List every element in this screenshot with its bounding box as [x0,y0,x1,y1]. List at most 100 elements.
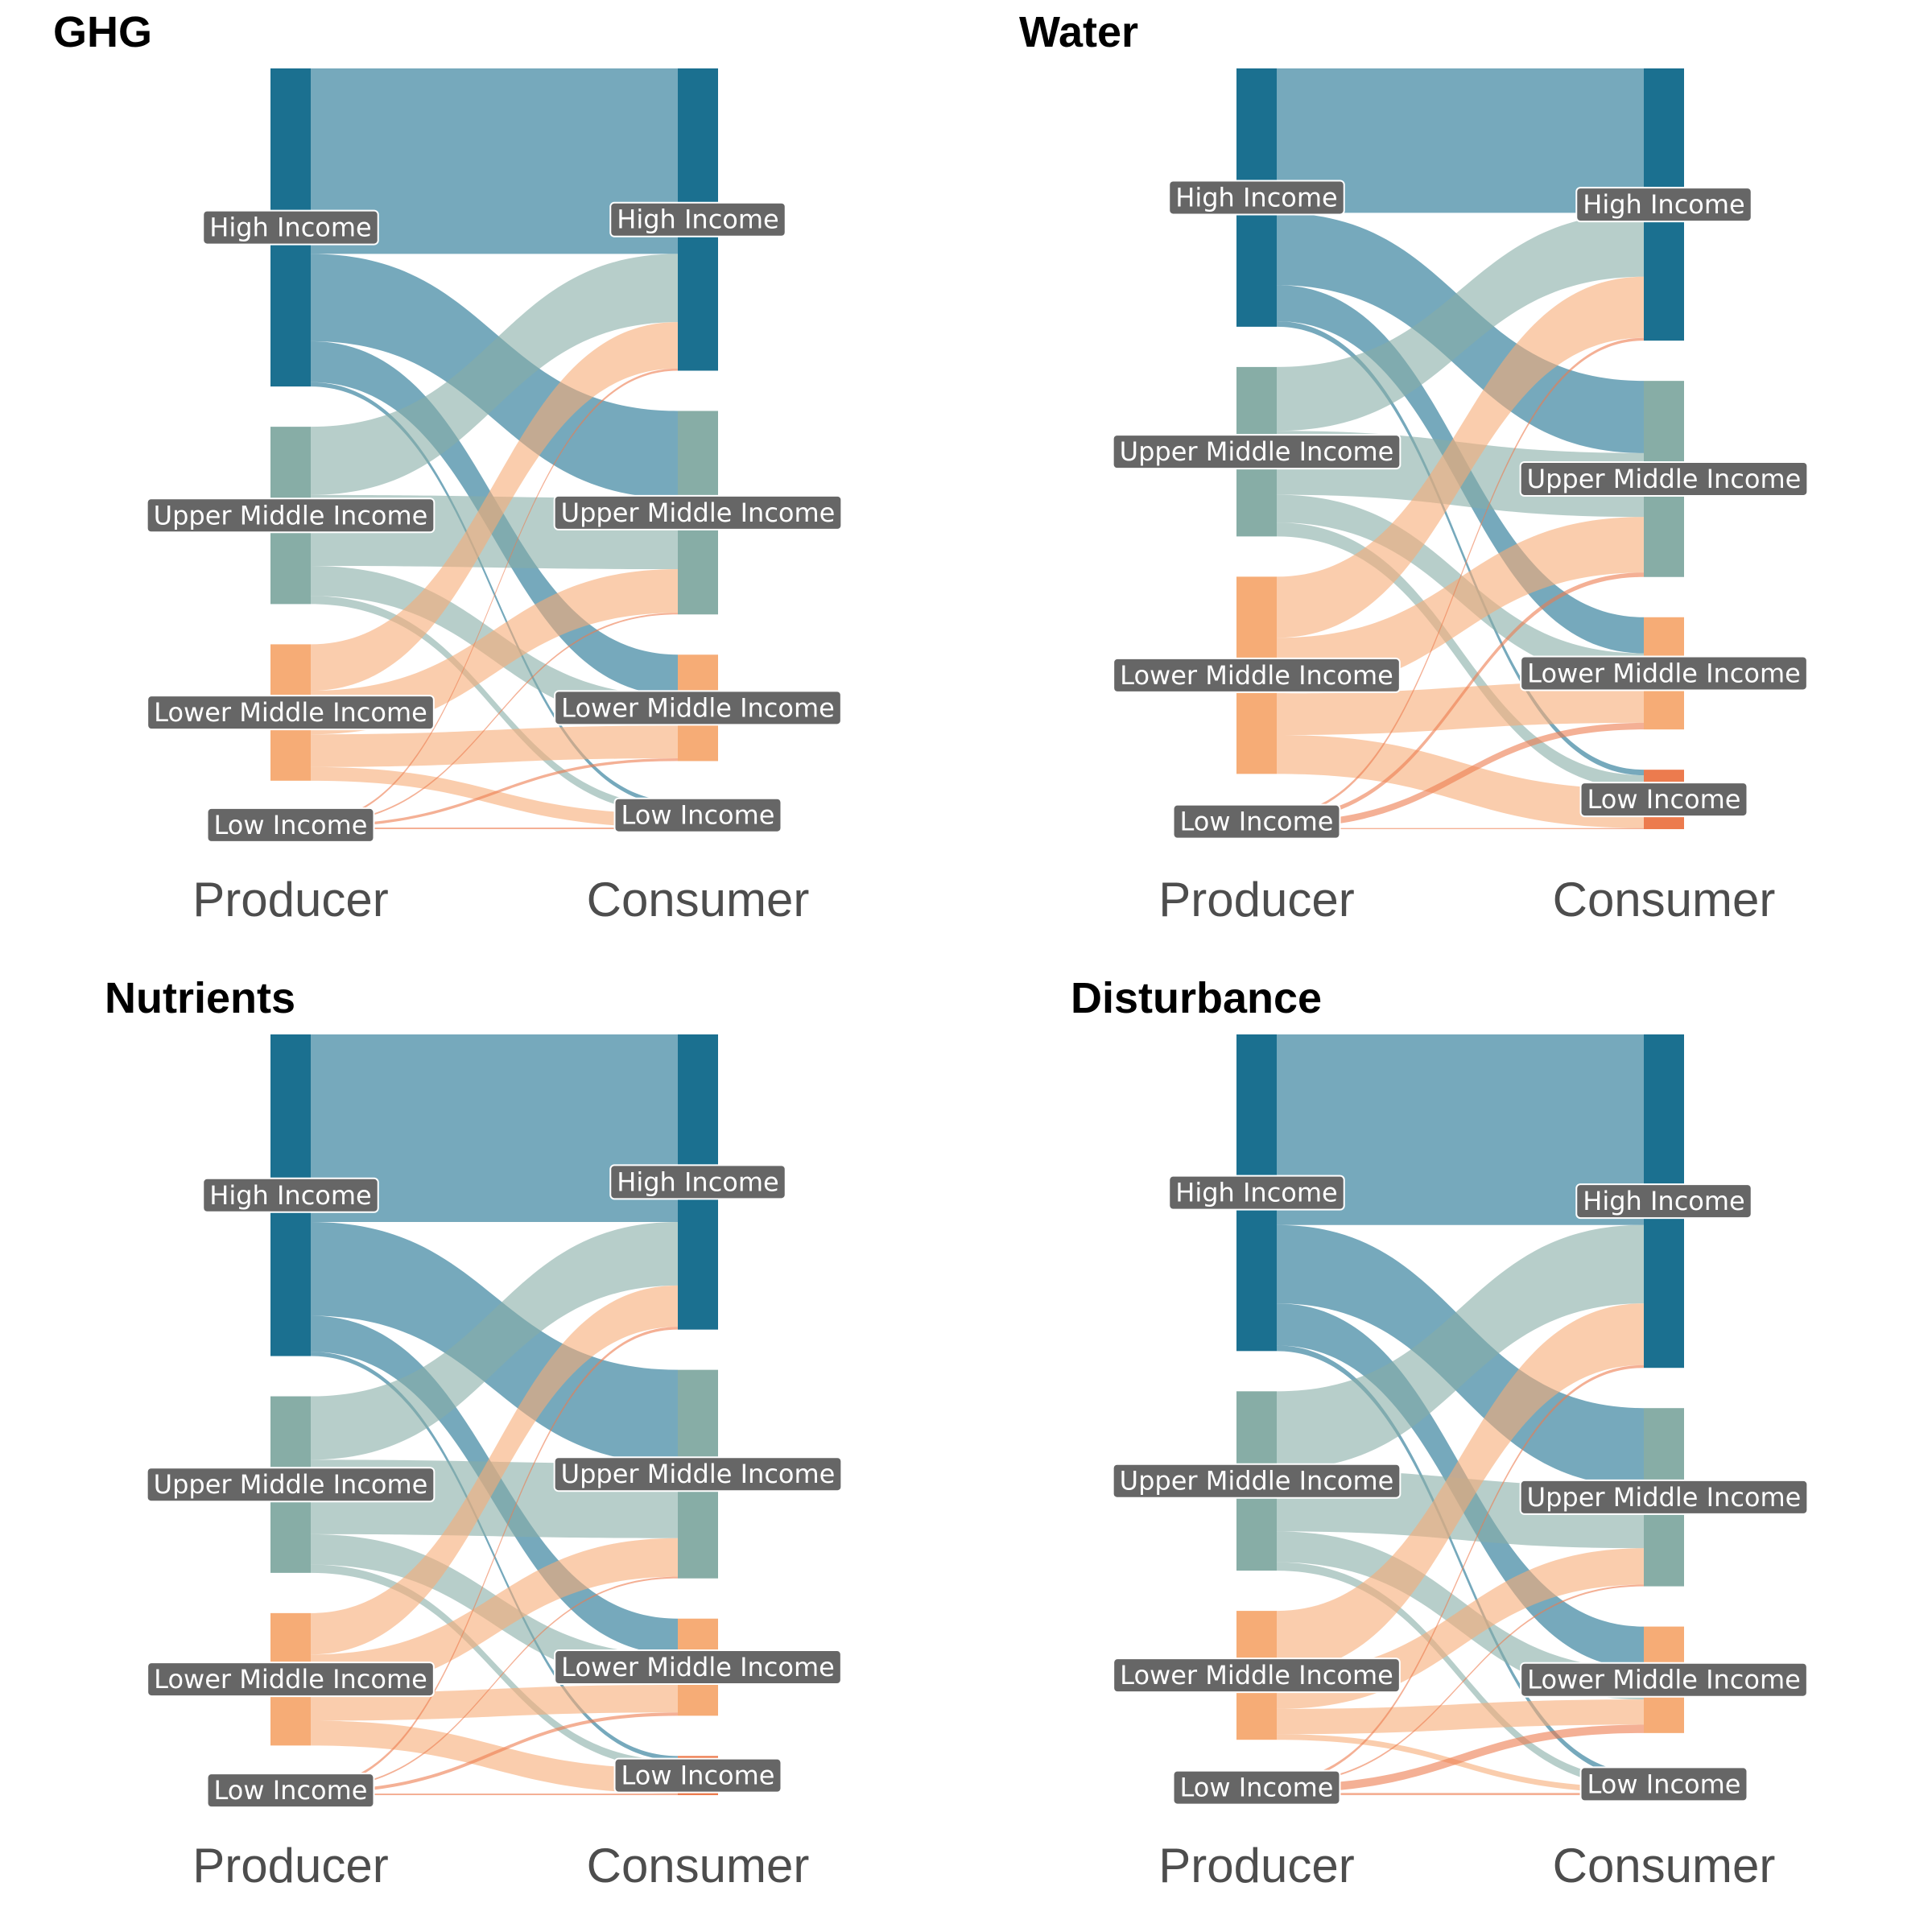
consumer-label-high-income-text: High Income [617,204,778,235]
panel-title: Water [1019,8,1138,56]
panel-nutrients: High Income High Income Upper Middle Incom… [0,966,966,1932]
flow-low-income-to-high-income [1277,337,1644,817]
flow-low-income-to-upper-middle-income [1277,572,1644,822]
producer-label-lower-middle-income: Lower Middle Income [147,1662,435,1698]
flow-low-income-to-upper-middle-income [311,613,678,825]
producer-label-lower-middle-income-text: Lower Middle Income [1120,1660,1393,1690]
consumer-label-low-income-text: Low Income [1587,784,1741,815]
sankey-svg-water: High Income High Income Upper Middle Incom… [1019,8,1809,927]
producer-label-low-income-text: Low Income [214,810,368,840]
producer-label-high-income-box [202,1177,379,1213]
consumer-label-low-income: Low Income [613,797,782,833]
producer-label-lower-middle-income-text: Lower Middle Income [1120,660,1393,691]
flow-lower-middle-income-to-low-income [311,766,678,828]
producer-label-low-income-box [206,807,375,843]
consumer-label-upper-middle-income-box [1519,460,1809,497]
producer-label-high-income-text: High Income [1175,182,1337,213]
producer-label-high-income-text: High Income [1175,1178,1337,1208]
producer-label-lower-middle-income: Lower Middle Income [147,695,435,731]
consumer-label-lower-middle-income-box [554,690,842,726]
producer-label-upper-middle-income-text: Upper Middle Income [154,500,428,530]
producer-label-upper-middle-income-box [146,497,436,534]
producer-label-high-income: High Income [202,1177,379,1213]
producer-label-low-income-box [1172,1769,1341,1806]
flow-low-income-to-high-income [311,368,678,824]
producer-label-lower-middle-income: Lower Middle Income [1113,657,1401,693]
producer-label-lower-middle-income-box [1113,657,1401,693]
producer-label-high-income: High Income [1168,180,1345,216]
flow-low-income-to-high-income [311,1327,678,1789]
producer-label-lower-middle-income: Lower Middle Income [1113,1657,1401,1694]
flow-upper-middle-income-to-low-income [311,596,678,815]
consumer-label-upper-middle-income: Upper Middle Income [553,494,843,530]
consumer-label-high-income-box [609,1164,786,1200]
producer-label-low-income-box [1172,803,1341,840]
producer-label-upper-middle-income-box [146,1467,436,1503]
consumer-label-high-income: High Income [1575,187,1752,223]
flow-low-income-to-high-income [1277,1364,1644,1783]
flow-high-income-to-high-income [1277,1034,1644,1225]
flow-high-income-to-low-income [1277,1345,1644,1779]
panel-title: Nutrients [105,974,295,1022]
flow-upper-middle-income-to-high-income [311,1222,678,1460]
consumer-label-low-income-box [613,1757,782,1794]
producer-label-upper-middle-income-text: Upper Middle Income [154,1469,428,1500]
flow-low-income-to-upper-middle-income [311,1576,678,1790]
flow-low-income-to-low-income [311,827,678,829]
panel-ghg: High Income High Income Upper Middle Incom… [0,0,966,966]
producer-label-low-income: Low Income [206,807,375,843]
producer-label-upper-middle-income-text: Upper Middle Income [1120,436,1394,467]
producer-label-upper-middle-income-box [1112,1463,1402,1499]
consumer-label-low-income-box [613,797,782,833]
consumer-label-high-income-box [1575,187,1752,223]
producer-label-upper-middle-income-box [1112,434,1402,470]
flow-lower-middle-income-to-high-income [311,1285,678,1655]
flow-high-income-to-low-income [311,382,678,806]
producer-label-high-income-box [1168,180,1345,216]
consumer-label-lower-middle-income-text: Lower Middle Income [1527,1665,1801,1695]
flow-low-income-to-low-income [1277,1793,1644,1795]
sankey-svg-disturbance: High Income High Income Upper Middle Incom… [1071,974,1809,1893]
flow-lower-middle-income-to-lower-middle-income [1277,681,1644,736]
consumer-label-upper-middle-income-box [1519,1479,1809,1515]
flow-upper-middle-income-to-low-income [1277,522,1644,790]
flow-lower-middle-income-to-low-income [1277,1734,1644,1794]
consumer-label-lower-middle-income-box [1520,655,1808,691]
producer-label-low-income-text: Low Income [1180,807,1334,837]
flow-upper-middle-income-to-low-income [311,1564,678,1769]
flow-upper-middle-income-to-low-income [1277,1562,1644,1788]
axis-label-consumer: Consumer [587,1839,810,1893]
producer-label-lower-middle-income-box [147,1662,435,1698]
flow-upper-middle-income-to-high-income [311,254,678,495]
producer-label-lower-middle-income-text: Lower Middle Income [154,697,427,728]
consumer-label-low-income-text: Low Income [621,1761,775,1791]
flow-lower-middle-income-to-upper-middle-income [311,569,678,735]
consumer-label-high-income-text: High Income [617,1166,778,1197]
flow-low-income-to-upper-middle-income [1277,1584,1644,1785]
consumer-label-low-income: Low Income [613,1757,782,1794]
flow-low-income-to-low-income [311,1793,678,1795]
producer-label-lower-middle-income-box [1113,1657,1401,1694]
consumer-label-low-income-text: Low Income [621,800,775,831]
consumer-label-lower-middle-income-text: Lower Middle Income [561,692,835,723]
flow-lower-middle-income-to-low-income [1277,735,1644,828]
consumer-label-lower-middle-income: Lower Middle Income [1520,655,1808,691]
producer-label-low-income-text: Low Income [214,1775,368,1806]
flow-lower-middle-income-to-lower-middle-income [1277,1699,1644,1735]
consumer-label-lower-middle-income: Lower Middle Income [1520,1662,1808,1698]
producer-label-low-income-box [206,1773,375,1809]
consumer-label-upper-middle-income: Upper Middle Income [1519,1479,1809,1515]
producer-label-high-income-box [1168,1174,1345,1211]
flow-high-income-to-high-income [311,68,678,254]
flow-upper-middle-income-to-high-income [1277,1224,1644,1470]
panel-title: GHG [53,8,152,56]
flow-lower-middle-income-to-high-income [1277,276,1644,638]
flow-lower-middle-income-to-lower-middle-income [311,725,678,767]
flow-high-income-to-high-income [1277,68,1644,213]
consumer-label-lower-middle-income-box [1520,1662,1808,1698]
flow-high-income-to-high-income [311,1034,678,1223]
consumer-label-low-income-box [1579,1766,1748,1802]
producer-label-high-income-box [202,209,379,246]
flow-low-income-to-lower-middle-income [1277,722,1644,828]
